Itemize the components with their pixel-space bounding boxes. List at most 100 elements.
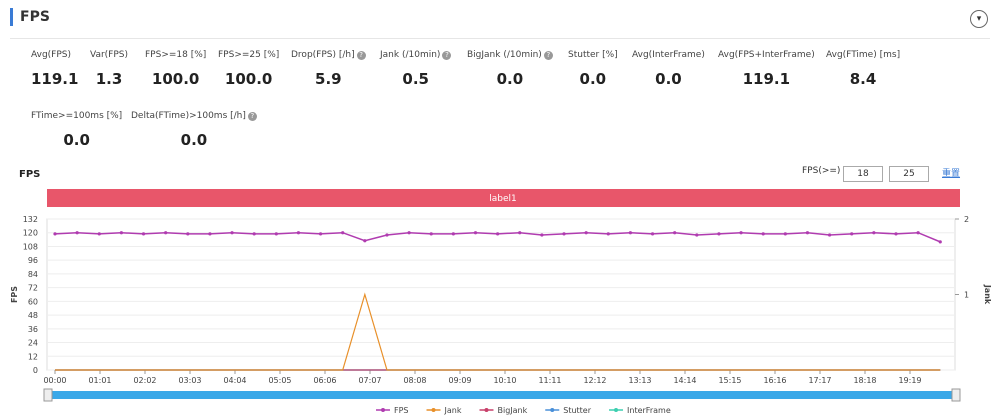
help-icon[interactable]: ? xyxy=(247,112,257,121)
fps-point xyxy=(429,232,433,236)
stat: Avg(FPS) 119.1 xyxy=(31,50,78,88)
x-tick-label: 14:14 xyxy=(673,376,696,385)
y-tick-label: 120 xyxy=(23,229,38,238)
x-tick-label: 05:05 xyxy=(268,376,291,385)
fps-point xyxy=(606,232,610,236)
label-band xyxy=(47,189,960,207)
fps-point xyxy=(385,233,389,237)
fps-point xyxy=(739,231,743,235)
stat-value: 8.4 xyxy=(849,70,877,88)
stat-value: 119.1 xyxy=(31,70,79,88)
fps-point xyxy=(119,231,123,235)
stat-label: Avg(InterFrame) xyxy=(632,50,705,60)
y2-tick-label: 2 xyxy=(964,215,969,224)
scrollbar xyxy=(47,391,955,399)
y-tick-label: 96 xyxy=(28,256,38,265)
fps-point xyxy=(894,232,898,236)
x-tick-label: 02:02 xyxy=(133,376,156,385)
chart-title: FPS xyxy=(19,169,40,180)
stat-label: BigJank (/10min) xyxy=(467,50,542,60)
fps-point xyxy=(363,239,367,243)
collapse-button[interactable]: ▾ xyxy=(970,10,988,28)
fps-point xyxy=(97,232,101,236)
legend-dot xyxy=(484,408,489,412)
stat: FPS>=18 [%] 100.0 xyxy=(145,50,206,88)
plot-frame xyxy=(46,218,956,371)
legend-label: Stutter xyxy=(563,406,591,415)
x-tick-label: 16:16 xyxy=(763,376,786,385)
threshold-label: FPS(>=) xyxy=(802,166,841,176)
stat-label: Jank (/10min) xyxy=(380,50,441,60)
stat: Avg(InterFrame) 0.0 xyxy=(632,50,705,88)
x-tick-label: 13:13 xyxy=(628,376,651,385)
fps-point xyxy=(584,231,588,235)
stat: Avg(FTime) [ms] 8.4 xyxy=(826,50,900,88)
fps-point xyxy=(783,232,787,236)
stat-value: 0.5 xyxy=(402,70,429,88)
stat-label: FTime>=100ms [%] xyxy=(31,111,123,121)
legend-label: Jank xyxy=(444,406,462,415)
stat-value: 0.0 xyxy=(496,70,524,88)
legend-dot xyxy=(381,408,385,412)
reset-link[interactable]: 重置 xyxy=(942,169,961,179)
scroll-handle[interactable] xyxy=(43,388,53,402)
stat-label: FPS>=25 [%] xyxy=(218,50,280,60)
stat-value: 119.1 xyxy=(742,70,791,88)
threshold-input[interactable]: 25 xyxy=(889,166,929,182)
fps-point xyxy=(473,231,478,235)
x-tick-label: 17:17 xyxy=(808,376,831,385)
x-tick-label: 18:18 xyxy=(853,376,876,385)
x-tick-label: 19:19 xyxy=(898,376,921,385)
fps-point xyxy=(717,232,721,236)
stat: Delta(FTime)>100ms [/h]? 0.0 xyxy=(131,111,257,149)
y-tick-label: 12 xyxy=(28,352,38,361)
stat: FPS>=25 [%] 100.0 xyxy=(218,50,279,88)
x-tick-label: 15:15 xyxy=(718,376,741,385)
y-tick-label: 36 xyxy=(28,325,38,334)
x-tick-label: 09:09 xyxy=(448,376,471,385)
fps-point xyxy=(650,232,655,236)
x-tick-label: 07:07 xyxy=(358,376,381,385)
stat: FTime>=100ms [%] 0.0 xyxy=(31,111,122,149)
fps-point xyxy=(673,231,677,235)
stat: Avg(FPS+InterFrame) 119.1 xyxy=(718,50,815,88)
fps-point xyxy=(562,232,566,236)
fps-point xyxy=(496,232,500,236)
y-tick-label: 84 xyxy=(28,270,38,279)
fps-point xyxy=(540,233,544,237)
fps-point xyxy=(141,232,146,236)
legend-label: InterFrame xyxy=(627,406,671,415)
fps-point xyxy=(75,231,79,235)
fps-point xyxy=(761,232,765,236)
help-icon[interactable]: ? xyxy=(543,51,553,60)
x-tick-label: 06:06 xyxy=(313,376,336,385)
fps-point xyxy=(872,231,876,235)
y2-axis-label: Jank xyxy=(983,284,992,305)
stat-label: Drop(FPS) [/h] xyxy=(291,50,355,60)
legend-dot xyxy=(614,408,619,412)
x-tick-label: 12:12 xyxy=(583,376,606,385)
legend-label: BigJank xyxy=(497,406,527,415)
y-tick-label: 0 xyxy=(33,366,38,375)
legend-label: FPS xyxy=(394,406,409,415)
help-icon[interactable]: ? xyxy=(356,51,366,60)
help-icon[interactable]: ? xyxy=(442,51,452,60)
band-label: label1 xyxy=(489,194,517,204)
stat-label: Avg(FPS+InterFrame) xyxy=(718,50,815,60)
series-line xyxy=(55,292,941,371)
fps-point xyxy=(208,232,212,236)
stat-value: 100.0 xyxy=(151,70,200,88)
fps-point xyxy=(186,232,190,236)
threshold-input[interactable]: 18 xyxy=(843,166,883,182)
fps-point xyxy=(252,232,256,236)
fps-point xyxy=(407,231,411,235)
scroll-handle[interactable] xyxy=(951,388,961,402)
fps-point xyxy=(850,232,854,236)
x-tick-label: 00:00 xyxy=(43,376,66,385)
stat-label: Var(FPS) xyxy=(90,50,129,60)
stat-label: Stutter [%] xyxy=(568,50,618,60)
fps-point xyxy=(827,233,832,237)
x-tick-label: 03:03 xyxy=(178,376,201,385)
y-axis-label: FPS xyxy=(10,286,19,303)
